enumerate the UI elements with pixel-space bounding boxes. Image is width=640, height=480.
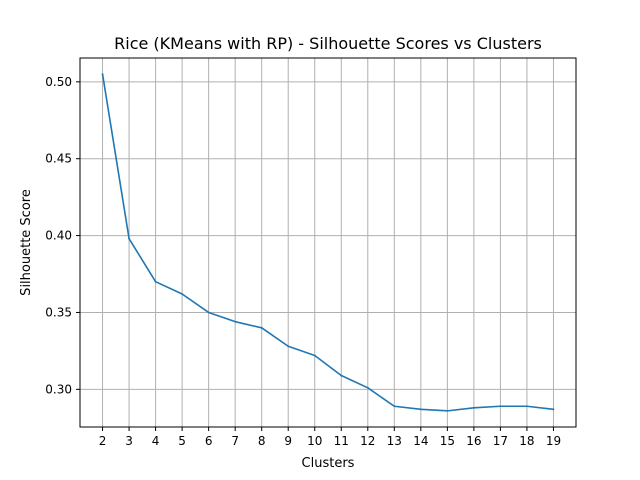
x-tick-label: 2 xyxy=(99,434,107,448)
x-tick-label: 19 xyxy=(546,434,561,448)
x-tick-label: 8 xyxy=(258,434,266,448)
y-axis-label: Silhouette Score xyxy=(19,189,34,296)
x-tick-label: 6 xyxy=(205,434,213,448)
data-point xyxy=(287,345,290,348)
data-point xyxy=(154,280,157,283)
x-tick-label: 9 xyxy=(284,434,292,448)
x-tick-label: 3 xyxy=(125,434,133,448)
data-point xyxy=(101,73,104,76)
x-tick-label: 11 xyxy=(334,434,349,448)
data-point xyxy=(181,293,184,295)
data-point xyxy=(526,405,528,408)
x-tick-label: 18 xyxy=(519,434,534,448)
data-point xyxy=(499,405,502,408)
x-tick-label: 13 xyxy=(387,434,402,448)
series-layer xyxy=(101,73,555,412)
y-tick-label: 0.35 xyxy=(45,305,72,319)
x-tick-label: 17 xyxy=(493,434,508,448)
x-tick-label: 15 xyxy=(440,434,455,448)
data-point xyxy=(366,386,369,389)
series-line xyxy=(101,73,555,412)
x-tick-label: 12 xyxy=(360,434,375,448)
data-point xyxy=(313,354,316,357)
grid-lines xyxy=(80,58,576,427)
y-tick-label: 0.50 xyxy=(45,75,72,89)
axis-ticks: 2 3 4 5 6 7 8 9 10 11 12 13 14 15 16 17 18 19 0.30 0.35 0.40… xyxy=(45,75,561,448)
y-tick-label: 0.30 xyxy=(45,382,72,396)
data-point xyxy=(419,408,422,411)
y-tick-label: 0.45 xyxy=(45,152,72,166)
data-point xyxy=(393,405,396,408)
x-axis-label: Clusters xyxy=(302,456,355,471)
data-point xyxy=(207,311,210,314)
chart-title: Rice (KMeans with RP) - Silhouette Score… xyxy=(114,34,542,53)
plot-frame xyxy=(79,57,577,428)
data-point xyxy=(446,409,449,412)
y-tick-label: 0.40 xyxy=(45,229,72,243)
data-point xyxy=(234,320,237,323)
data-point xyxy=(340,374,343,377)
x-tick-label: 10 xyxy=(307,434,322,448)
data-point xyxy=(472,406,475,409)
x-tick-label: 7 xyxy=(231,434,239,448)
data-point xyxy=(260,326,263,329)
x-tick-label: 16 xyxy=(466,434,481,448)
x-tick-label: 14 xyxy=(413,434,428,448)
data-point xyxy=(128,237,130,240)
x-tick-label: 4 xyxy=(152,434,160,448)
data-point xyxy=(552,408,555,411)
x-tick-label: 5 xyxy=(178,434,186,448)
